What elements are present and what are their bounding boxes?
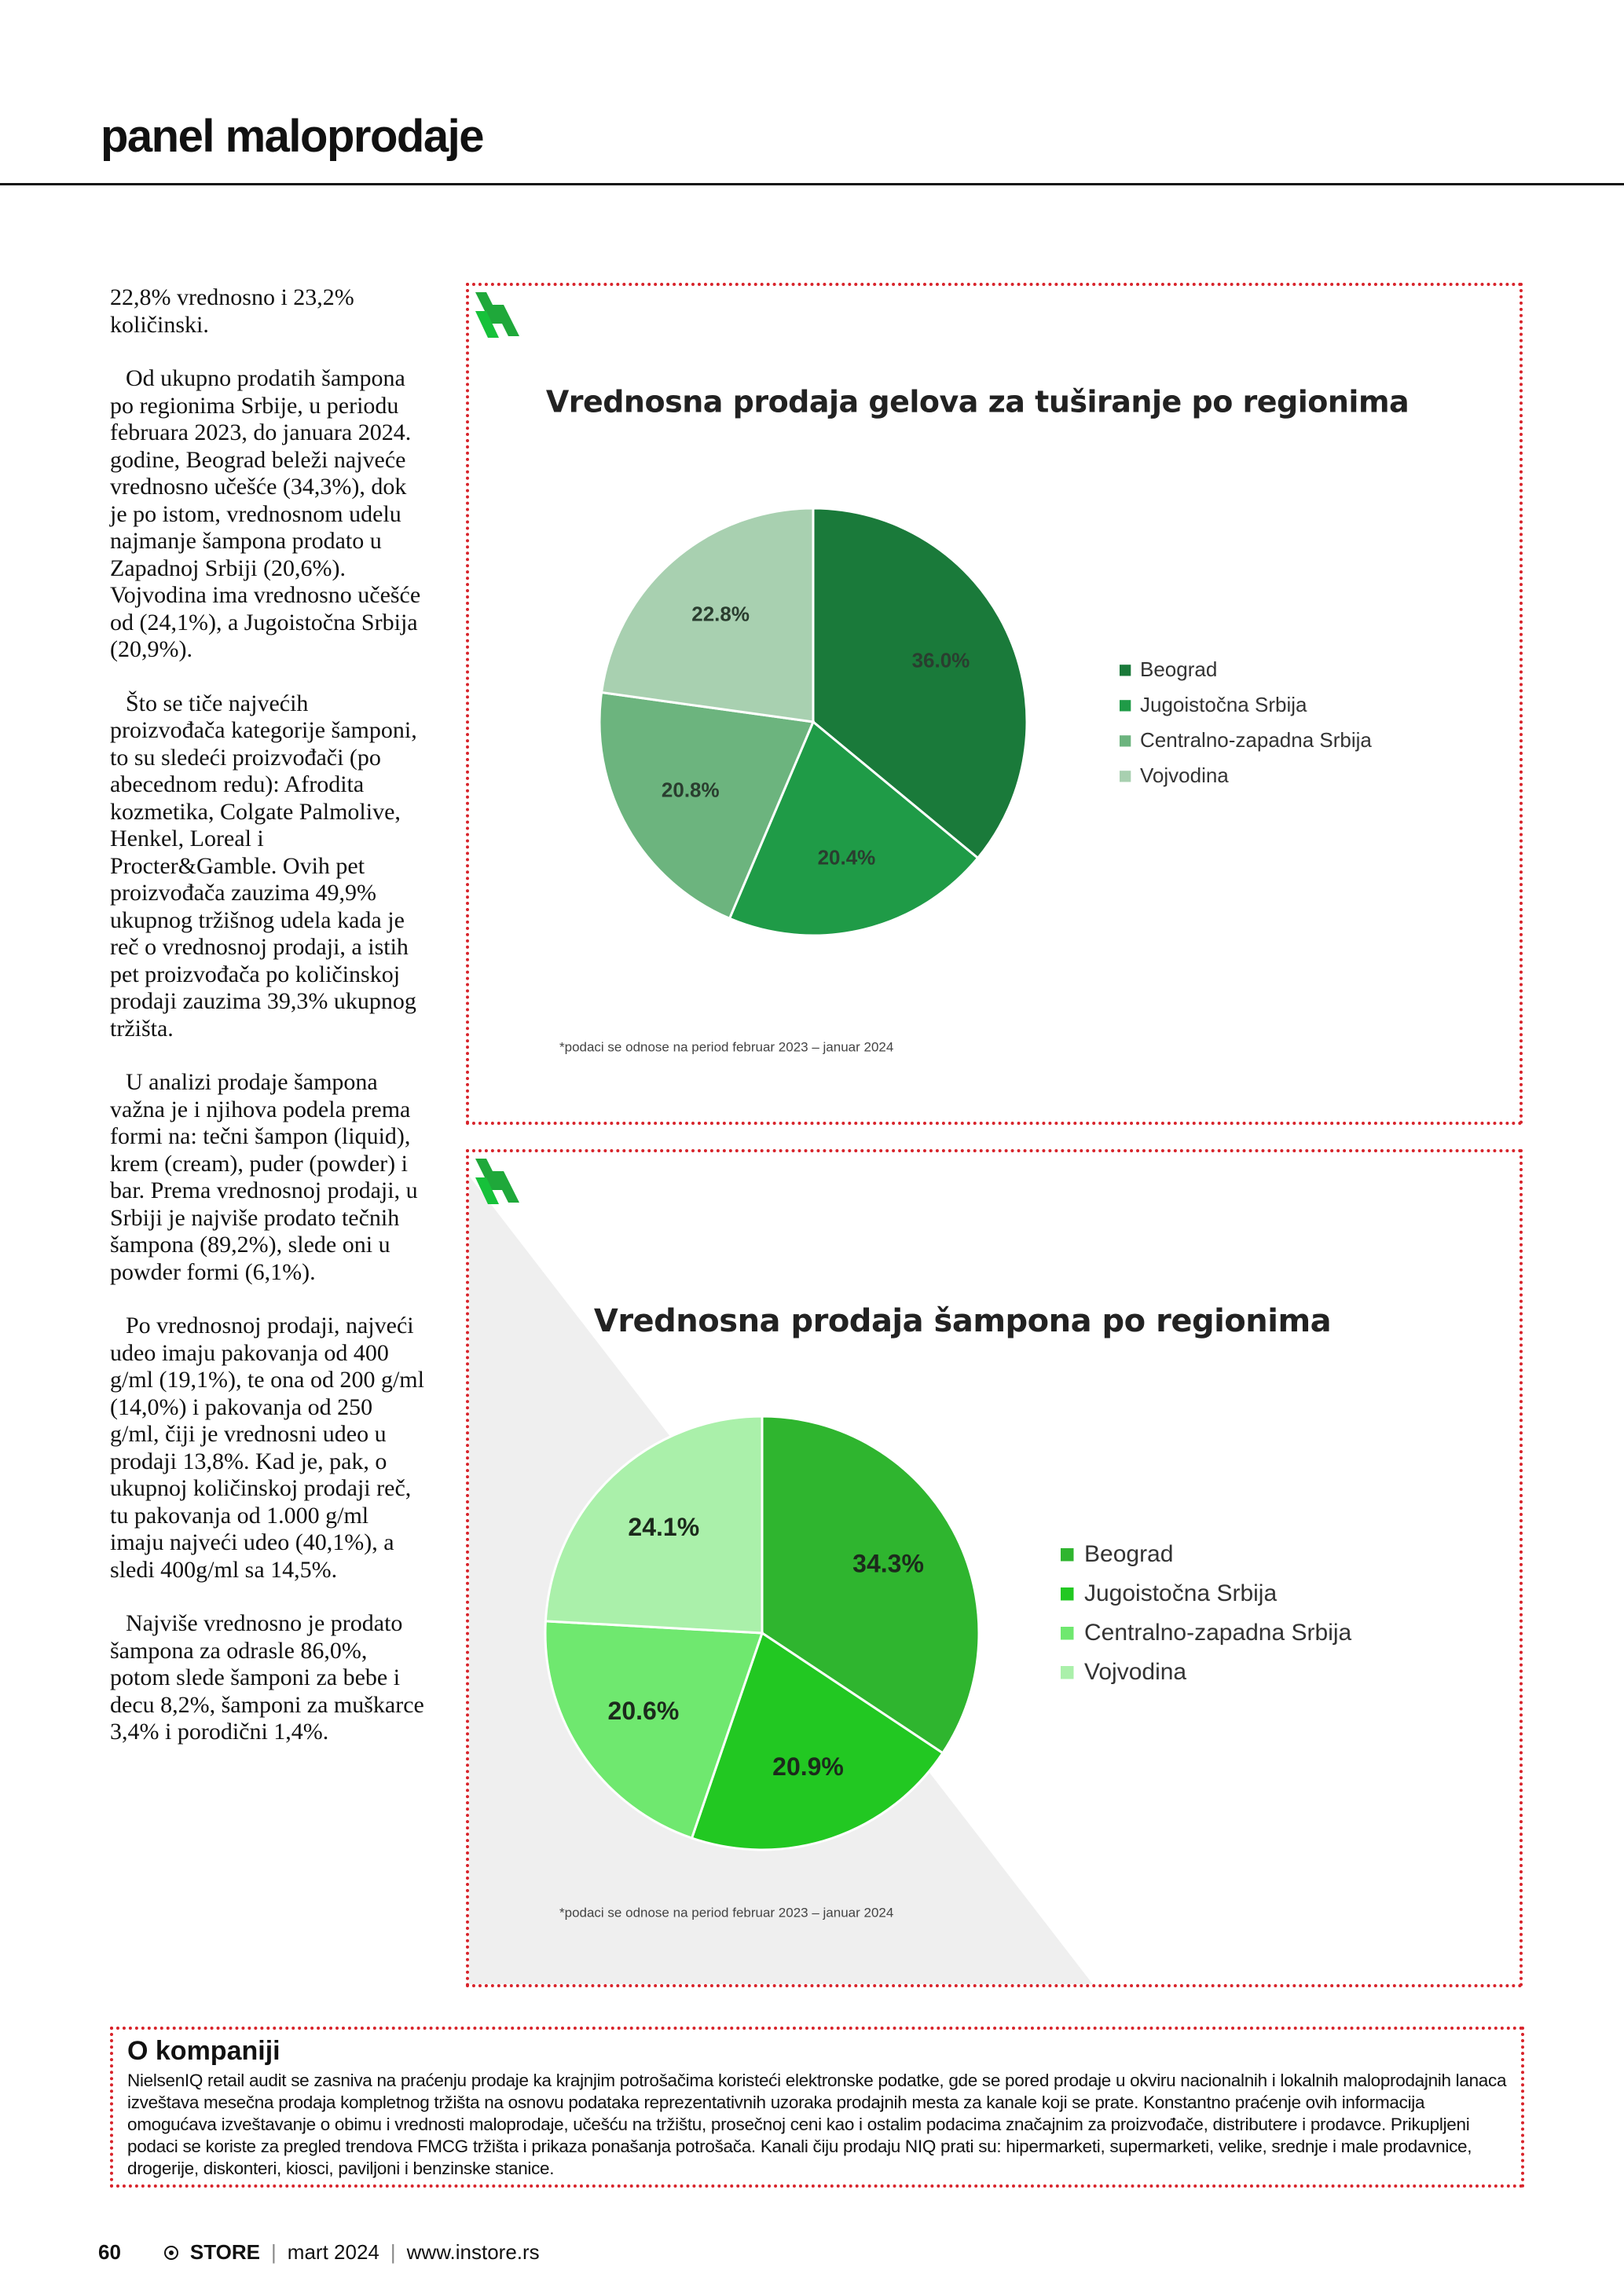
chart-note: *podaci se odnose na period februar 2023… <box>559 1905 893 1920</box>
legend-swatch <box>1061 1587 1074 1601</box>
paragraph: Najviše vrednosno je prodato šampona za … <box>110 1610 424 1745</box>
section-title: panel maloprodaje <box>101 111 484 162</box>
pie-slice <box>690 1631 944 1851</box>
pie-slice <box>544 1415 764 1635</box>
pie-slice <box>598 690 816 921</box>
legend-label: Vojvodina <box>1140 764 1229 787</box>
paragraph: Što se tiče najvećih proizvođača kategor… <box>110 690 417 1042</box>
logo <box>475 1159 519 1204</box>
legend-label: Vojvodina <box>1084 1659 1186 1685</box>
brand-icon <box>163 2245 178 2260</box>
legend-swatch <box>1061 1548 1074 1562</box>
value-label: 22.8% <box>691 602 750 625</box>
chart-note: *podaci se odnose na period februar 2023… <box>559 1039 893 1054</box>
paragraph: 22,8% vrednosno i 23,2% količinski. <box>110 284 354 338</box>
url: www.instore.rs <box>406 2240 540 2264</box>
value-label: 20.8% <box>662 778 720 801</box>
legend-label: Beograd <box>1140 657 1217 681</box>
chart-title: Vrednosna prodaja šampona po regionima <box>594 1303 1331 1339</box>
legend-swatch <box>1120 771 1131 782</box>
value-label: 20.6% <box>608 1697 680 1725</box>
info-box: O kompaniji NielsenIQ retail audit se za… <box>110 2027 1524 2188</box>
pie-slice <box>812 507 1028 860</box>
legend-swatch <box>1061 1666 1074 1679</box>
separator: | <box>271 2240 277 2264</box>
legend-swatch <box>1120 735 1131 747</box>
box-title: O kompaniji <box>127 2036 280 2066</box>
value-label: 20.9% <box>772 1752 844 1781</box>
paragraph: Po vrednosnoj prodaji, najveći udeo imaj… <box>110 1313 424 1583</box>
chart-title: Vrednosna prodaja gelova za tuširanje po… <box>546 385 1409 419</box>
value-label: 36.0% <box>912 648 970 672</box>
legend-label: Centralno-zapadna Srbija <box>1140 728 1372 752</box>
value-label: 34.3% <box>852 1549 924 1577</box>
legend-label: Centralno-zapadna Srbija <box>1084 1620 1352 1646</box>
legend-label: Beograd <box>1084 1541 1173 1567</box>
pie-slice <box>544 1620 764 1840</box>
footer: 60 STORE | mart 2024 | www.instore.rs <box>98 2240 540 2265</box>
paragraph: Od ukupno prodatih šampona po regionima … <box>110 365 421 662</box>
separator: | <box>390 2240 396 2264</box>
chart: Vrednosna prodaja šampona po regionima 34… <box>466 1149 1523 1987</box>
article-column: 22,8% vrednosno i 23,2% količinski. Od u… <box>110 284 424 1773</box>
legend-swatch <box>1120 700 1131 712</box>
legend-label: Jugoistočna Srbija <box>1084 1580 1277 1606</box>
logo <box>475 292 519 338</box>
issue: mart 2024 <box>287 2240 379 2264</box>
legend-swatch <box>1061 1627 1074 1640</box>
header-rule <box>0 183 1624 185</box>
page-number: 60 <box>98 2240 121 2264</box>
paragraph: U analizi prodaje šampona važna je i nji… <box>110 1069 418 1285</box>
box-text: NielsenIQ retail audit se zasniva na pra… <box>127 2071 1507 2178</box>
legend-label: Jugoistočna Srbija <box>1140 693 1307 716</box>
chart: Vrednosna prodaja gelova za tuširanje po… <box>466 283 1523 1125</box>
pie-slice <box>599 507 815 723</box>
brand: STORE <box>189 2240 261 2264</box>
value-label: 24.1% <box>628 1513 699 1541</box>
value-label: 20.4% <box>818 845 876 869</box>
legend-swatch <box>1120 665 1131 676</box>
